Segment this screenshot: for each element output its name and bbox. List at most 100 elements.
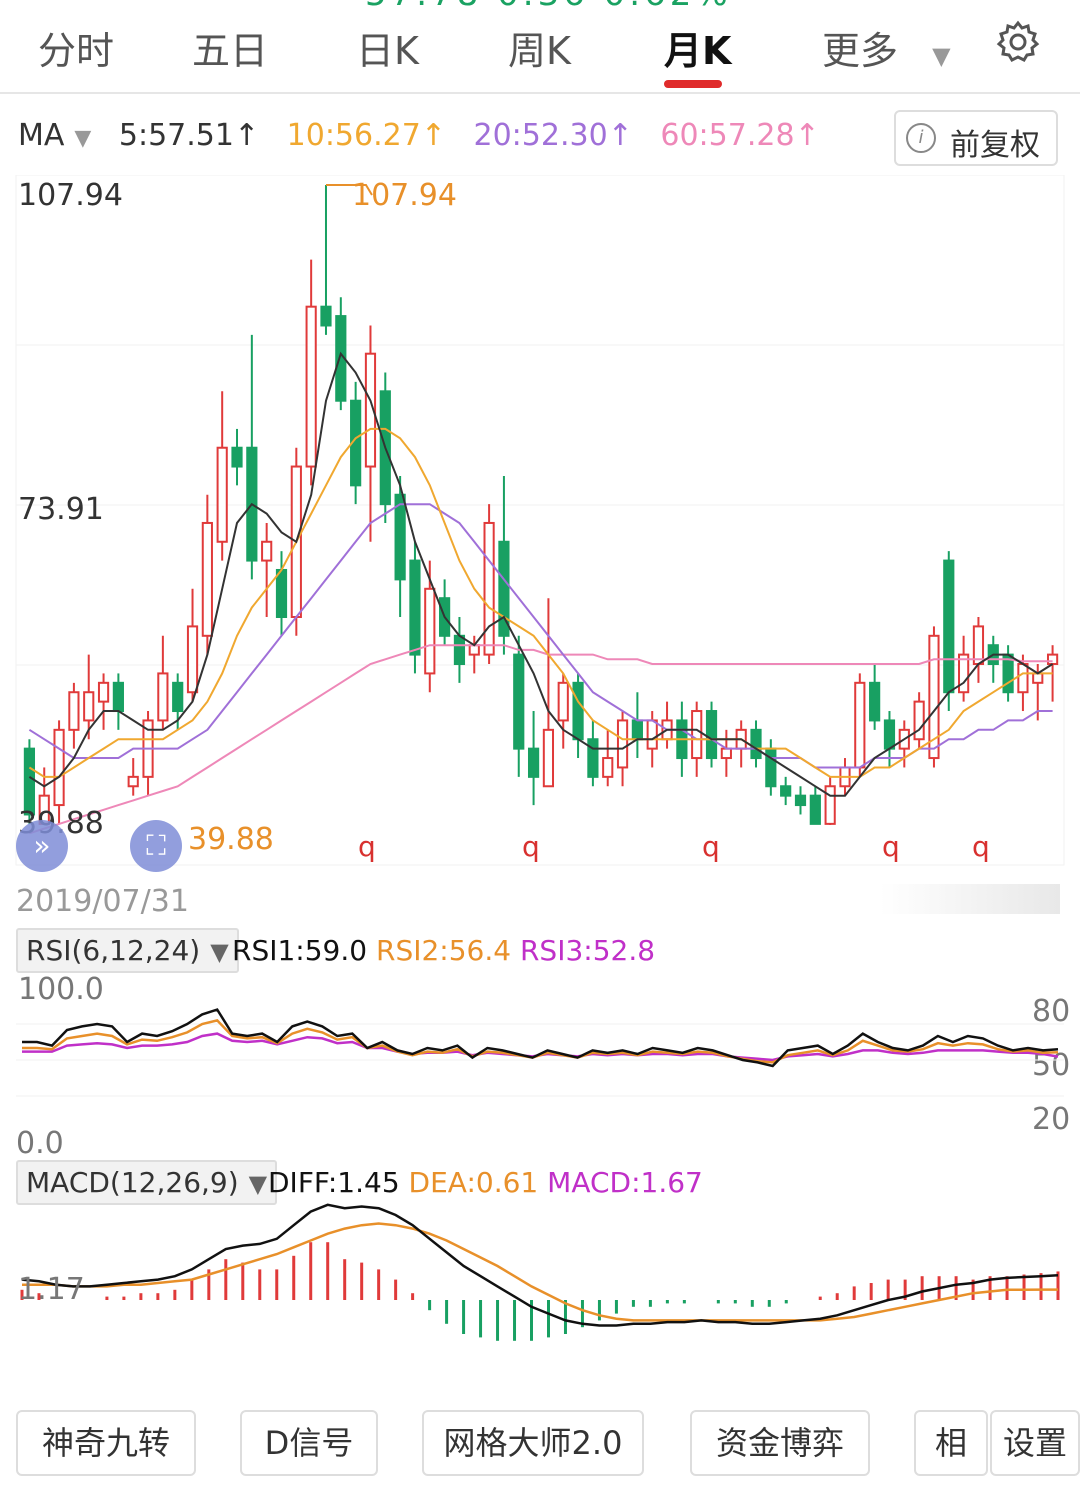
candle-body bbox=[869, 681, 881, 722]
rsi1-line bbox=[22, 1008, 1059, 1068]
macd-chart[interactable] bbox=[0, 1200, 1080, 1390]
ma60-line bbox=[29, 644, 1053, 835]
candle-body bbox=[705, 710, 718, 760]
candle-body bbox=[97, 681, 110, 703]
price-y-top-label: 107.94 bbox=[18, 178, 123, 213]
macd-dropdown-icon: ▼ bbox=[248, 1170, 268, 1198]
candle-body bbox=[1046, 653, 1059, 666]
active-tab-indicator bbox=[664, 80, 722, 88]
fund-game-button[interactable]: 资金博弈 bbox=[690, 1410, 870, 1476]
rsi3-value: RSI3:52.8 bbox=[519, 934, 656, 967]
candle-body bbox=[527, 747, 540, 778]
tab-intraday[interactable]: 分时 bbox=[38, 29, 115, 73]
tab-monthly-k[interactable]: 月K bbox=[664, 29, 732, 73]
rsi1-value: RSI1:59.0 bbox=[232, 934, 368, 967]
candle-body bbox=[854, 681, 866, 769]
info-icon: i bbox=[906, 123, 936, 153]
candle-body bbox=[305, 305, 317, 468]
tab-five-day[interactable]: 五日 bbox=[192, 29, 269, 73]
macd-axis-label: 1.17 bbox=[18, 1272, 85, 1307]
candle-body bbox=[809, 794, 821, 825]
date-label: 2019/07/31 bbox=[16, 884, 189, 919]
macd-values: DIFF:1.45 DEA:0.61 MACD:1.67 bbox=[268, 1166, 703, 1199]
rsi-chart[interactable] bbox=[0, 1000, 1080, 1130]
candle-body bbox=[542, 728, 555, 788]
candle-body bbox=[275, 568, 288, 618]
rsi-selector[interactable]: RSI(6,12,24) ▼ bbox=[16, 928, 239, 973]
ma-dropdown-icon[interactable]: ▼ bbox=[74, 126, 92, 151]
ma5-line bbox=[28, 351, 1054, 797]
candle-body bbox=[127, 775, 139, 788]
ma20-line bbox=[28, 503, 1053, 769]
quote-line: 57.78 0.36 0.62% bbox=[365, 0, 732, 10]
candle-body bbox=[794, 794, 807, 807]
high-leader-line bbox=[325, 184, 373, 196]
rsi-top-label: 100.0 bbox=[18, 972, 104, 1007]
ma-label[interactable]: MA bbox=[18, 118, 65, 153]
candle-body bbox=[691, 710, 703, 760]
candle-body bbox=[424, 587, 436, 675]
candle-body bbox=[23, 747, 36, 816]
adjust-label: 前复权 bbox=[950, 128, 1040, 163]
candle-body bbox=[720, 747, 732, 760]
candle-body bbox=[186, 625, 199, 694]
tab-more[interactable]: 更多 ▼ bbox=[822, 20, 951, 75]
candle-body bbox=[513, 653, 525, 750]
candle-body bbox=[913, 700, 925, 741]
diff-value: DIFF:1.45 bbox=[268, 1166, 400, 1199]
macd-label: MACD(12,26,9) bbox=[26, 1166, 239, 1199]
candle-body bbox=[320, 305, 332, 327]
q-marker: q bbox=[882, 830, 900, 863]
q-marker: q bbox=[358, 830, 376, 863]
tab-more-label: 更多 bbox=[822, 29, 899, 73]
adjust-button[interactable]: i 前复权 bbox=[894, 110, 1058, 166]
low-annotation: 39.88 bbox=[188, 822, 274, 857]
candle-body bbox=[53, 728, 65, 807]
settings-button[interactable]: 设置 bbox=[990, 1410, 1080, 1476]
candle-body bbox=[216, 446, 228, 543]
candle-body bbox=[750, 728, 762, 760]
candle-body bbox=[112, 681, 124, 713]
candle-body bbox=[780, 785, 792, 797]
tab-daily-k[interactable]: 日K bbox=[356, 29, 419, 73]
more-chevron-icon: ▼ bbox=[932, 42, 951, 70]
candle-body bbox=[1017, 663, 1029, 694]
dea-line bbox=[22, 1222, 1058, 1322]
ma10-value: 10:56.27↑ bbox=[286, 118, 446, 153]
macd-selector[interactable]: MACD(12,26,9) ▼ bbox=[16, 1160, 278, 1205]
candle-body bbox=[453, 634, 466, 666]
price-frame bbox=[15, 175, 1065, 866]
rsi2-line bbox=[22, 1019, 1059, 1064]
candle-body bbox=[616, 719, 629, 769]
candle-body bbox=[587, 738, 599, 778]
q-marker: q bbox=[702, 830, 720, 863]
candle-body bbox=[943, 559, 955, 694]
d-signal-button[interactable]: D信号 bbox=[240, 1410, 378, 1476]
price-y-mid-label: 73.91 bbox=[18, 492, 104, 527]
magic-nine-button[interactable]: 神奇九转 bbox=[16, 1410, 196, 1476]
candle-body bbox=[883, 719, 896, 750]
price-chart[interactable] bbox=[0, 175, 1080, 875]
candle-body bbox=[557, 681, 569, 722]
grid-master-button[interactable]: 网格大师2.0 bbox=[422, 1410, 644, 1476]
gear-icon[interactable] bbox=[996, 20, 1040, 64]
scroll-indicator[interactable] bbox=[880, 884, 1060, 914]
fullscreen-icon[interactable]: ⛶ bbox=[130, 820, 182, 872]
candle-body bbox=[83, 691, 95, 722]
candle-body bbox=[201, 521, 213, 637]
macd-value: MACD:1.67 bbox=[547, 1166, 703, 1199]
related-button[interactable]: 相 bbox=[914, 1410, 988, 1476]
candle-body bbox=[261, 540, 273, 562]
q-marker: q bbox=[522, 830, 540, 863]
candle-body bbox=[765, 747, 777, 788]
candle-body bbox=[157, 672, 169, 722]
candle-body bbox=[68, 691, 80, 731]
candle-body bbox=[172, 681, 184, 713]
expand-left-icon[interactable]: » bbox=[16, 820, 68, 872]
rsi-dropdown-icon: ▼ bbox=[210, 938, 229, 966]
candle-body bbox=[409, 559, 421, 656]
candle-body bbox=[646, 719, 658, 750]
rsi-20-label: 20 bbox=[1032, 1102, 1071, 1137]
tab-weekly-k[interactable]: 周K bbox=[508, 29, 571, 73]
rsi-bottom-label: 0.0 bbox=[16, 1126, 64, 1161]
